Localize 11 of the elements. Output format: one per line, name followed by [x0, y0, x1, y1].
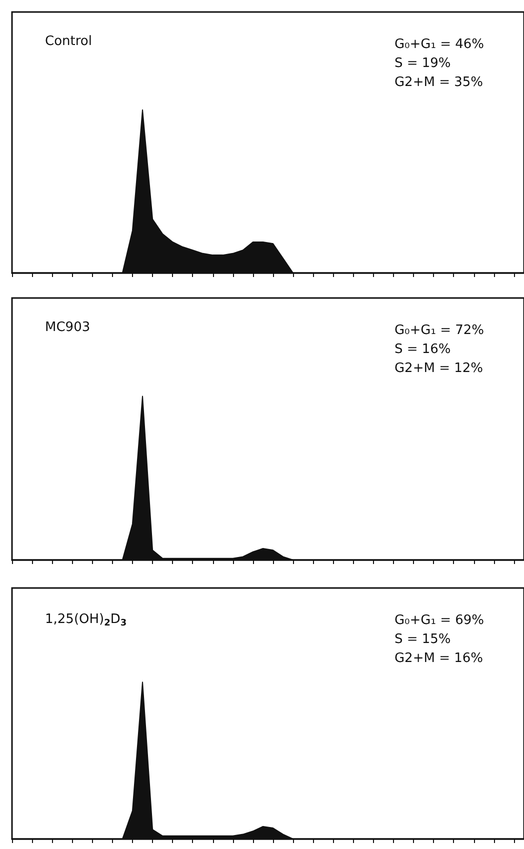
text: G₀+G₁ = 69%	[394, 613, 484, 628]
text: G₀+G₁ = 46%	[394, 37, 484, 52]
text: S = 16%	[394, 342, 451, 357]
text: S = 19%	[394, 56, 451, 71]
text: G2+M = 12%	[394, 361, 483, 376]
text: G₀+G₁ = 72%	[394, 323, 484, 338]
chart-title: Control	[45, 34, 92, 49]
text: S = 15%	[394, 632, 451, 647]
text: G2+M = 16%	[394, 651, 483, 666]
text: G2+M = 35%	[394, 75, 483, 90]
chart-title: MC903	[45, 320, 90, 335]
